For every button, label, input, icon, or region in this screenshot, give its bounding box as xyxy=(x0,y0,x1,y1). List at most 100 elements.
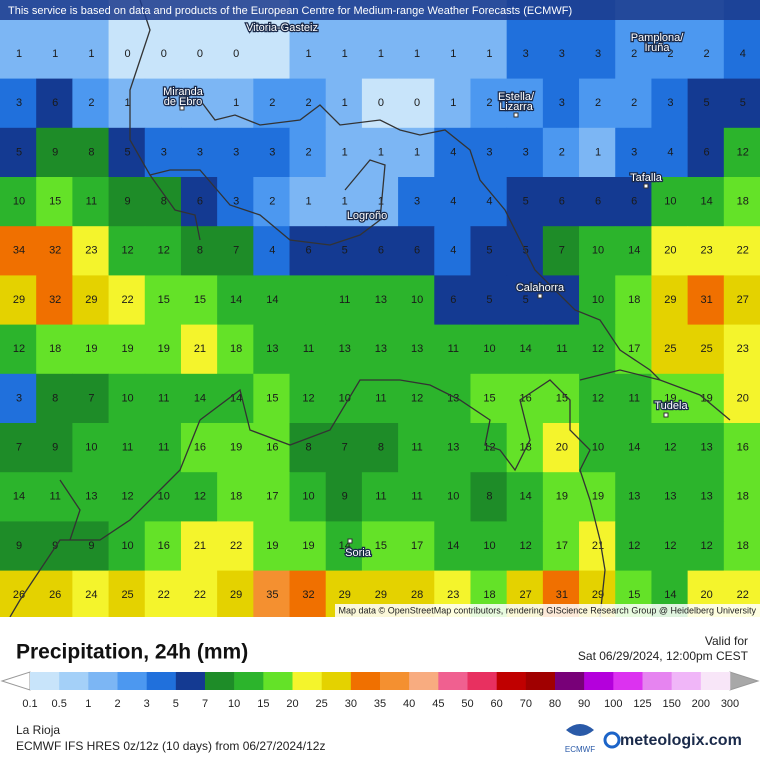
legend-swatch xyxy=(321,672,352,690)
cell xyxy=(72,373,110,424)
cell xyxy=(36,373,73,424)
cell xyxy=(253,78,291,129)
cell-value: 13 xyxy=(375,294,387,306)
cell-value: 1 xyxy=(595,146,601,158)
cell-value: 3 xyxy=(233,196,239,208)
cell-value: 4 xyxy=(450,245,456,257)
cell-value: 11 xyxy=(122,442,133,454)
border xyxy=(9,419,201,617)
border xyxy=(59,479,81,541)
cell-value: 17 xyxy=(556,540,568,552)
legend-label: 2 xyxy=(114,698,120,710)
cell-value: 9 xyxy=(16,540,22,552)
cell-value: 5 xyxy=(125,146,131,158)
cell-value: 25 xyxy=(664,343,676,355)
cell-value: 0 xyxy=(233,48,239,60)
cell xyxy=(36,275,73,326)
cell xyxy=(398,472,435,522)
cell-value: 11 xyxy=(303,343,314,355)
cell xyxy=(723,324,760,375)
cell xyxy=(506,177,544,227)
cell xyxy=(723,226,760,276)
cell-value: 29 xyxy=(375,589,387,601)
cell-value: 7 xyxy=(233,245,239,257)
cell xyxy=(36,177,73,227)
cell-value: 16 xyxy=(194,442,206,454)
cell-value: 6 xyxy=(378,245,384,257)
cell xyxy=(506,521,544,572)
cell-value: 5 xyxy=(342,245,348,257)
cell xyxy=(470,177,508,227)
cell-value: 10 xyxy=(592,245,604,257)
cell-value: 14 xyxy=(230,294,242,306)
legend-label: 10 xyxy=(228,698,240,710)
cell-value: 9 xyxy=(342,491,348,503)
cell xyxy=(144,78,182,129)
cell-value: 13 xyxy=(664,491,676,503)
cell xyxy=(289,127,327,178)
cell-value: 15 xyxy=(266,392,278,404)
cell-value: 4 xyxy=(740,48,746,60)
cell xyxy=(72,521,110,572)
cell-value: 1 xyxy=(450,97,456,109)
cell xyxy=(615,127,652,178)
cell xyxy=(325,472,363,522)
cell xyxy=(651,423,689,473)
legend-label: 5 xyxy=(173,698,179,710)
cell-value: 18 xyxy=(230,343,242,355)
cell xyxy=(72,570,110,617)
cell xyxy=(253,472,291,522)
legend-swatch xyxy=(467,672,497,690)
cell xyxy=(36,127,73,178)
legend-swatch xyxy=(525,672,556,690)
cell-value: 3 xyxy=(16,392,22,404)
cell-value: 5 xyxy=(704,97,710,109)
cell-value: 11 xyxy=(49,491,60,503)
cell xyxy=(434,275,471,326)
cell-value: 8 xyxy=(197,245,203,257)
cell-value: 19 xyxy=(121,343,133,355)
ecmwf-icon xyxy=(566,724,594,736)
legend-swatch xyxy=(117,672,147,690)
cell-value: 19 xyxy=(700,392,712,404)
cell-value: 2 xyxy=(631,48,637,60)
cell-value: 6 xyxy=(704,146,710,158)
cell xyxy=(615,521,652,572)
legend-above xyxy=(729,671,760,691)
cell-value: 20 xyxy=(737,392,749,404)
city-dot xyxy=(537,293,543,299)
cell xyxy=(144,177,182,227)
attribution-bg xyxy=(335,604,760,617)
legend-label: 150 xyxy=(662,698,680,710)
cell-value: 15 xyxy=(628,589,640,601)
city-label: Tudela xyxy=(654,400,688,412)
cell-value: 2 xyxy=(595,97,601,109)
cell-value: 1 xyxy=(16,48,22,60)
cell-value: 5 xyxy=(523,196,529,208)
cell xyxy=(434,373,471,424)
cell xyxy=(325,78,363,129)
cell xyxy=(180,521,218,572)
cell xyxy=(180,324,218,375)
cell-value: 27 xyxy=(520,589,532,601)
cell-value: 14 xyxy=(628,442,640,454)
cell-value: 8 xyxy=(161,196,167,208)
cell xyxy=(289,275,327,326)
cell xyxy=(72,226,110,276)
cell-value: 12 xyxy=(592,392,604,404)
city-label: Calahorra xyxy=(516,282,565,294)
cell xyxy=(615,373,652,424)
cell-value: 29 xyxy=(664,294,676,306)
cell-value: 12 xyxy=(121,245,133,257)
cell xyxy=(434,423,471,473)
legend-swatch xyxy=(88,672,118,690)
cell xyxy=(289,472,327,522)
cell xyxy=(217,127,254,178)
cell-value: 14 xyxy=(664,589,676,601)
valid-label: Valid for xyxy=(705,634,748,648)
cell xyxy=(723,472,760,522)
cell xyxy=(72,78,110,129)
cell xyxy=(217,324,254,375)
cell-value: 14 xyxy=(700,196,712,208)
